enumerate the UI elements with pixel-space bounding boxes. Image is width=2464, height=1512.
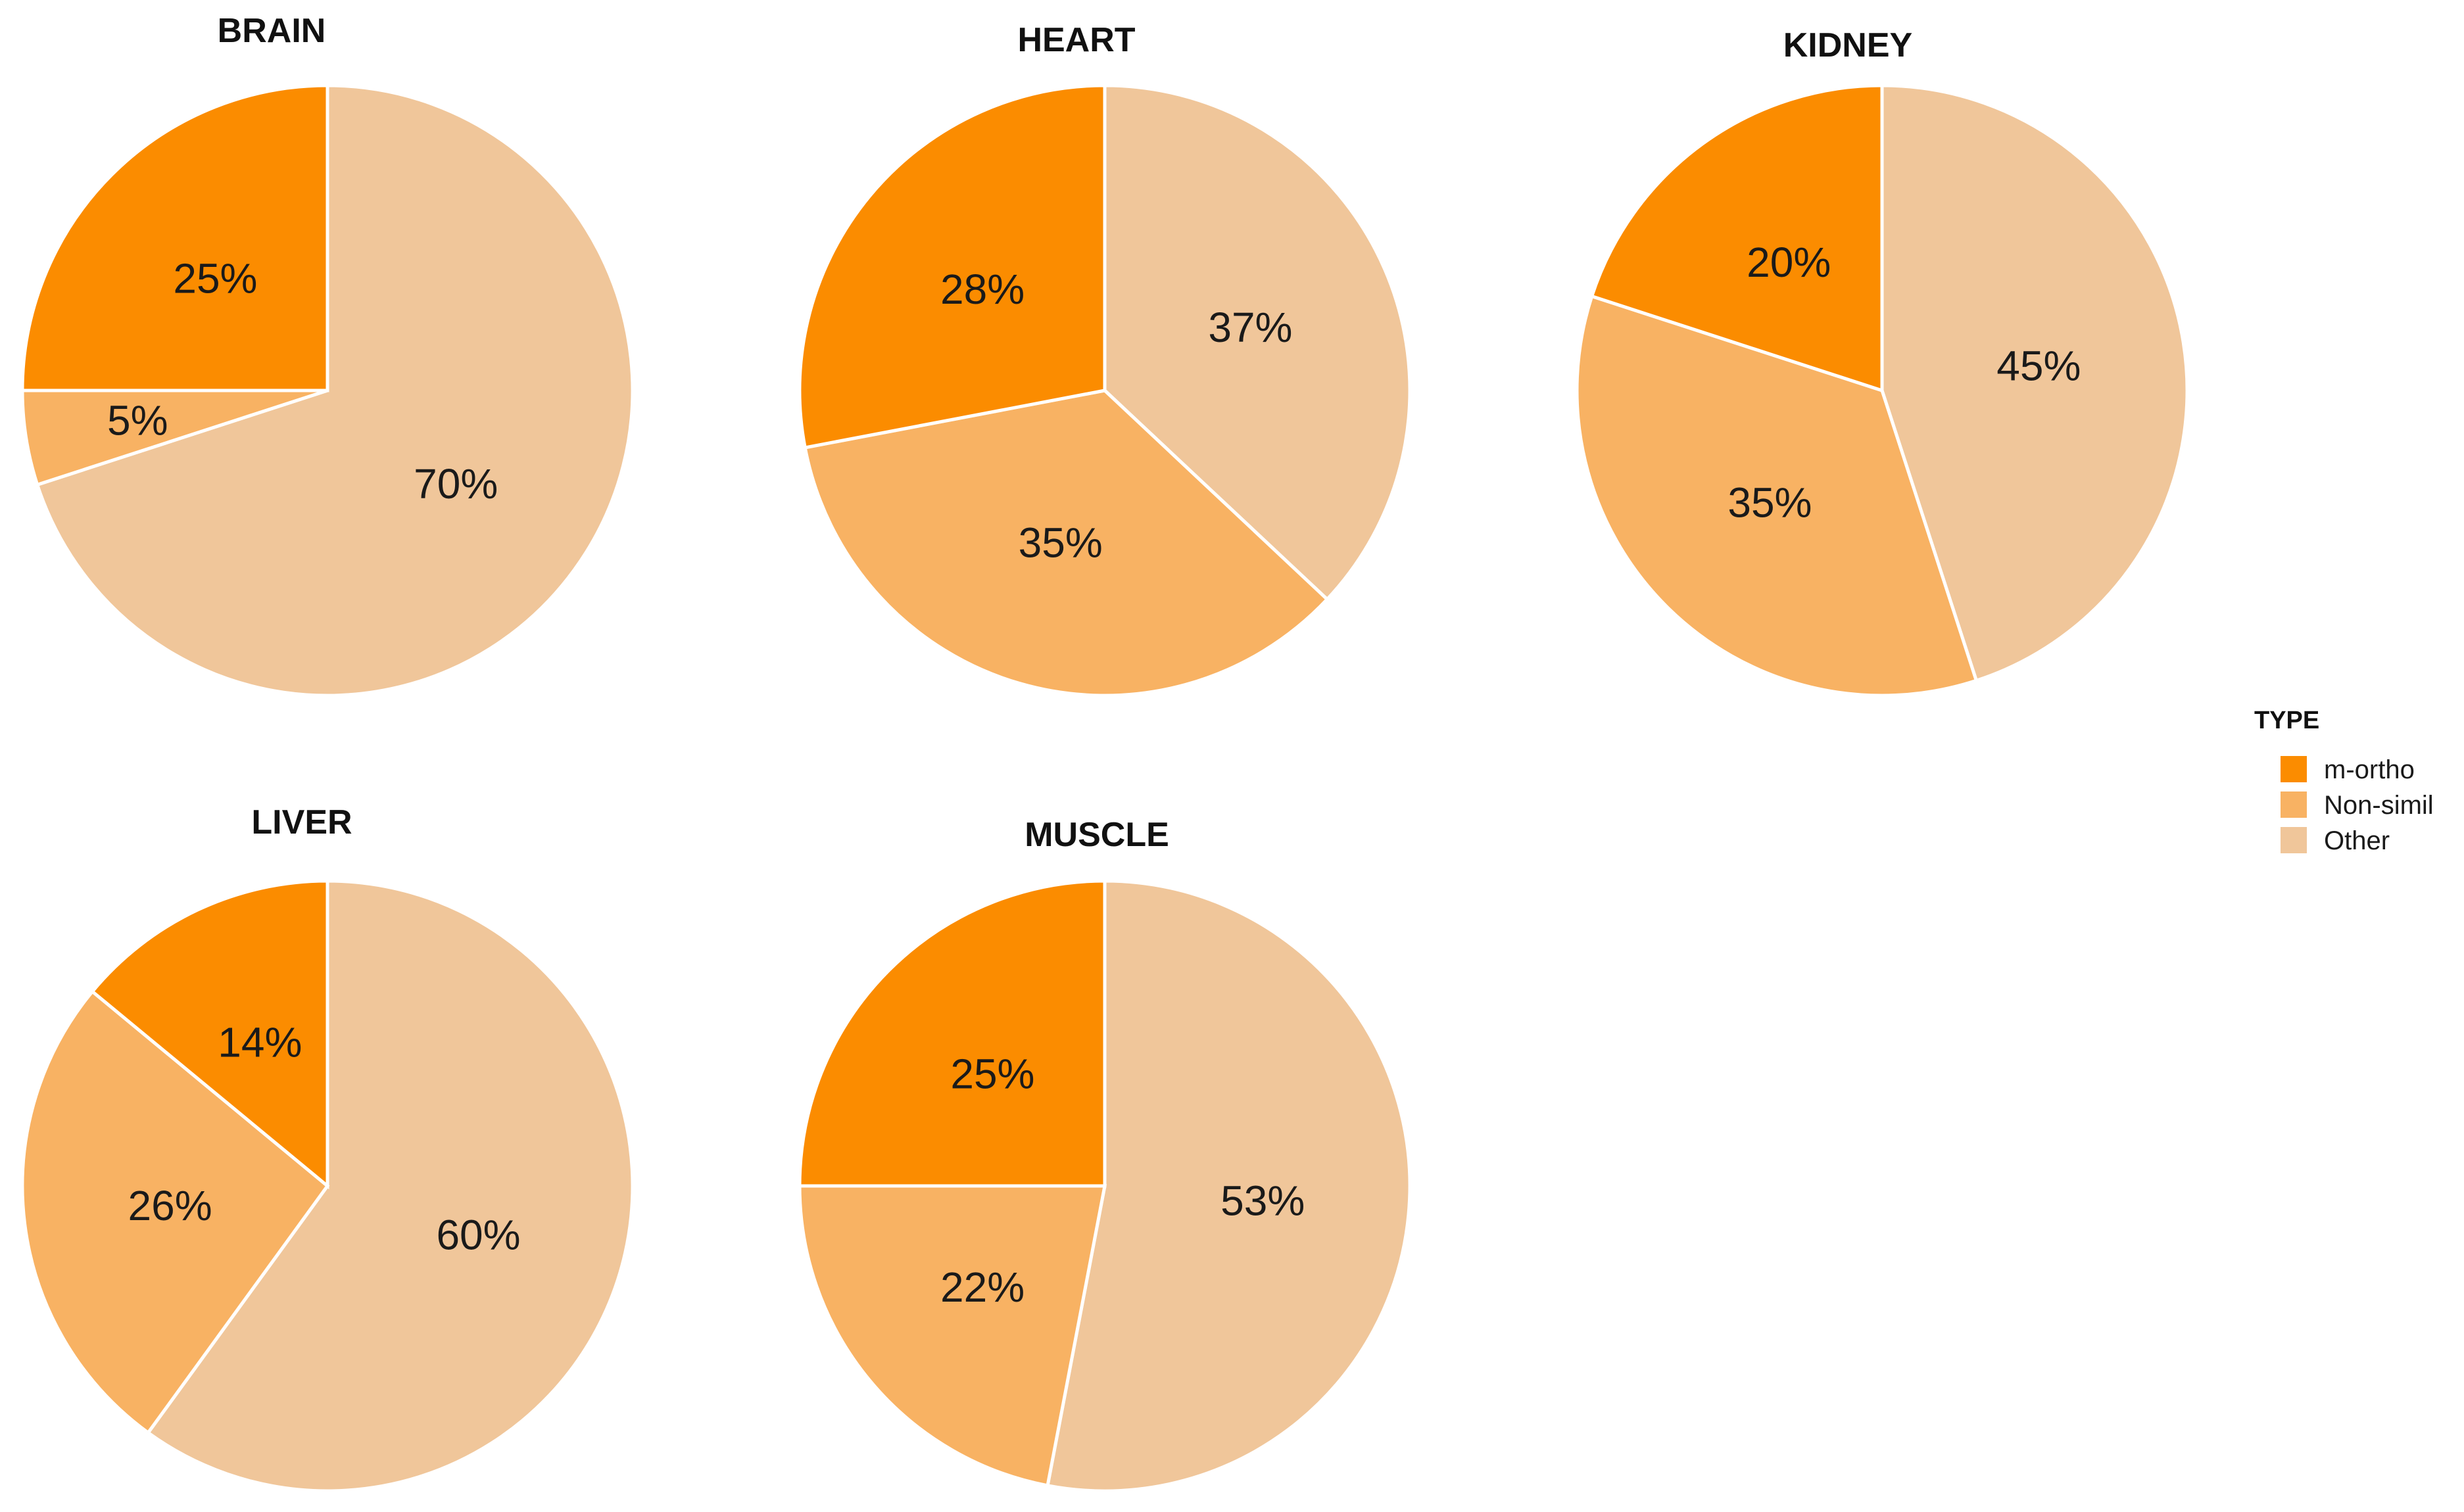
pie-slice-non-simil [803,389,1330,697]
pie-slice-other [1880,83,2189,683]
panel-title: BRAIN [218,12,326,50]
panel-title: LIVER [251,803,352,841]
slice-label-other: 53% [1220,1177,1305,1225]
pie-panels: BRAIN 70% 5% 25% HEART 37% 35% 28% KIDNEY 45% 35% 2… [20,12,2189,1493]
pie-panel-heart: HEART 37% 35% 28% [798,21,1412,697]
legend: TYPE m-ortho Non-simil Other [2254,707,2434,855]
pie-slice-other [1046,879,1412,1493]
pie-slice-other [1103,83,1412,602]
pie-slice-non-simil [20,389,328,487]
pie-slice-other [35,83,635,697]
slice-label-non-simil: 35% [1727,479,1812,527]
slice-label-other: 37% [1208,304,1292,351]
panel-title: MUSCLE [1025,816,1169,854]
legend-label-m-ortho: m-ortho [2324,755,2415,784]
pie-panel-brain: BRAIN 70% 5% 25% [20,12,635,697]
slice-label-m-ortho: 14% [218,1019,302,1066]
slice-label-non-simil: 22% [940,1264,1025,1311]
pie-slice-non-simil [1575,294,1979,697]
slice-label-m-ortho: 25% [950,1050,1034,1097]
slice-label-other: 45% [1996,342,2081,389]
pie-slice-m-ortho [798,83,1107,450]
pie-slice-other [145,879,635,1493]
pie-panel-kidney: KIDNEY 45% 35% 20% [1575,26,2189,697]
legend-label-other: Other [2324,826,2390,855]
slice-label-m-ortho: 25% [173,254,257,302]
pie-slice-non-simil [798,1184,1107,1488]
slice-label-other: 70% [414,460,498,508]
slice-label-m-ortho: 20% [1747,239,1831,286]
pie-slice-m-ortho [1589,83,1884,393]
legend-label-non-simil: Non-simil [2324,791,2434,820]
pie-slice-m-ortho [798,879,1107,1188]
pie-panel-muscle: MUSCLE 53% 22% 25% [798,816,1412,1493]
slice-label-non-simil: 26% [128,1182,212,1229]
legend-key-m-ortho [2281,756,2307,782]
pie-slice-non-simil [20,989,330,1435]
legend-key-other [2281,827,2307,853]
slice-label-m-ortho: 28% [940,266,1025,313]
pie-slice-m-ortho [89,879,329,1190]
pie-slice-m-ortho [20,83,329,392]
slice-label-non-simil: 5% [107,397,168,444]
panel-title: KIDNEY [1783,26,1912,64]
slice-label-other: 60% [436,1212,520,1259]
legend-title: TYPE [2254,707,2319,734]
panel-title: HEART [1017,21,1135,59]
slice-label-non-simil: 35% [1019,519,1103,567]
legend-key-non-simil [2281,791,2307,818]
pie-panel-liver: LIVER 60% 26% 14% [20,803,635,1493]
